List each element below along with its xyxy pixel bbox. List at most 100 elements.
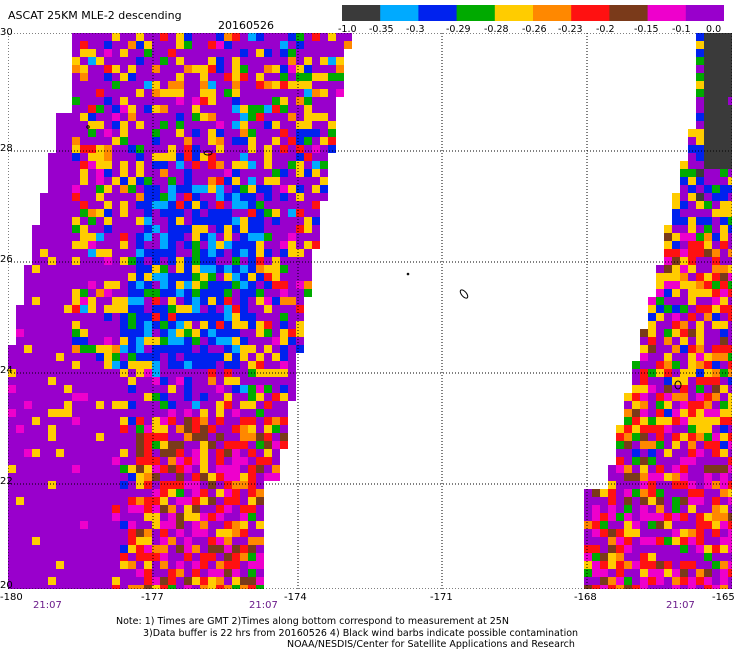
wind-cell (192, 89, 200, 97)
wind-cell (720, 457, 728, 465)
wind-cell (224, 297, 232, 305)
wind-cell (688, 577, 696, 585)
wind-cell (272, 417, 280, 425)
wind-cell (704, 121, 712, 129)
wind-cell (656, 465, 664, 473)
wind-cell (152, 377, 160, 385)
wind-cell (80, 145, 88, 153)
wind-cell (312, 89, 320, 97)
wind-cell (216, 489, 224, 497)
wind-cell (120, 465, 128, 473)
wind-cell (248, 425, 256, 433)
wind-cell (120, 121, 128, 129)
wind-cell (616, 561, 624, 569)
wind-cell (80, 545, 88, 553)
wind-cell (208, 577, 216, 585)
wind-cell (72, 449, 80, 457)
wind-cell (712, 153, 720, 161)
wind-cell (216, 529, 224, 537)
wind-cell (664, 409, 672, 417)
wind-cell (280, 289, 288, 297)
wind-cell (160, 569, 168, 577)
wind-cell (192, 545, 200, 553)
wind-cell (88, 153, 96, 161)
wind-cell (48, 497, 56, 505)
wind-cell (272, 321, 280, 329)
wind-cell (168, 561, 176, 569)
wind-cell (232, 177, 240, 185)
wind-cell (40, 241, 48, 249)
wind-cell (648, 401, 656, 409)
wind-cell (112, 417, 120, 425)
wind-cell (184, 345, 192, 353)
wind-cell (296, 345, 304, 353)
wind-cell (240, 329, 248, 337)
wind-cell (232, 537, 240, 545)
wind-cell (88, 345, 96, 353)
wind-cell (168, 249, 176, 257)
wind-cell (112, 113, 120, 121)
wind-cell (56, 265, 64, 273)
wind-cell (272, 313, 280, 321)
wind-cell (280, 345, 288, 353)
wind-cell (240, 353, 248, 361)
wind-cell (640, 425, 648, 433)
wind-cell (168, 473, 176, 481)
wind-cell (288, 153, 296, 161)
wind-cell (160, 57, 168, 65)
wind-cell (144, 385, 152, 393)
wind-cell (280, 337, 288, 345)
wind-cell (48, 209, 56, 217)
wind-cell (688, 425, 696, 433)
wind-cell (88, 441, 96, 449)
wind-cell (216, 265, 224, 273)
wind-cell (192, 201, 200, 209)
wind-cell (640, 553, 648, 561)
wind-cell (600, 497, 608, 505)
wind-cell (208, 521, 216, 529)
wind-cell (40, 321, 48, 329)
wind-cell (64, 193, 72, 201)
wind-cell (712, 577, 720, 585)
wind-cell (696, 537, 704, 545)
wind-cell (40, 417, 48, 425)
wind-cell (256, 497, 264, 505)
wind-cell (136, 97, 144, 105)
wind-cell (704, 441, 712, 449)
wind-cell (208, 505, 216, 513)
wind-cell (144, 465, 152, 473)
wind-cell (80, 97, 88, 105)
wind-cell (200, 97, 208, 105)
wind-cell (184, 281, 192, 289)
wind-cell (144, 193, 152, 201)
wind-cell (64, 233, 72, 241)
wind-cell (176, 177, 184, 185)
wind-cell (712, 537, 720, 545)
wind-cell (280, 233, 288, 241)
wind-cell (32, 385, 40, 393)
wind-cell (712, 265, 720, 273)
wind-cell (24, 361, 32, 369)
wind-cell (96, 369, 104, 377)
wind-cell (120, 41, 128, 49)
wind-cell (224, 97, 232, 105)
wind-cell (296, 289, 304, 297)
wind-cell (248, 569, 256, 577)
wind-cell (200, 345, 208, 353)
wind-cell (152, 441, 160, 449)
wind-cell (88, 249, 96, 257)
wind-cell (720, 185, 728, 193)
wind-cell (40, 297, 48, 305)
wind-cell (232, 361, 240, 369)
wind-cell (136, 129, 144, 137)
wind-cell (56, 361, 64, 369)
wind-cell (184, 457, 192, 465)
wind-cell (104, 241, 112, 249)
wind-cell (208, 153, 216, 161)
wind-cell (696, 585, 704, 589)
wind-cell (688, 529, 696, 537)
wind-cell (728, 569, 732, 577)
wind-cell (264, 257, 272, 265)
wind-cell (72, 513, 80, 521)
wind-cell (616, 553, 624, 561)
